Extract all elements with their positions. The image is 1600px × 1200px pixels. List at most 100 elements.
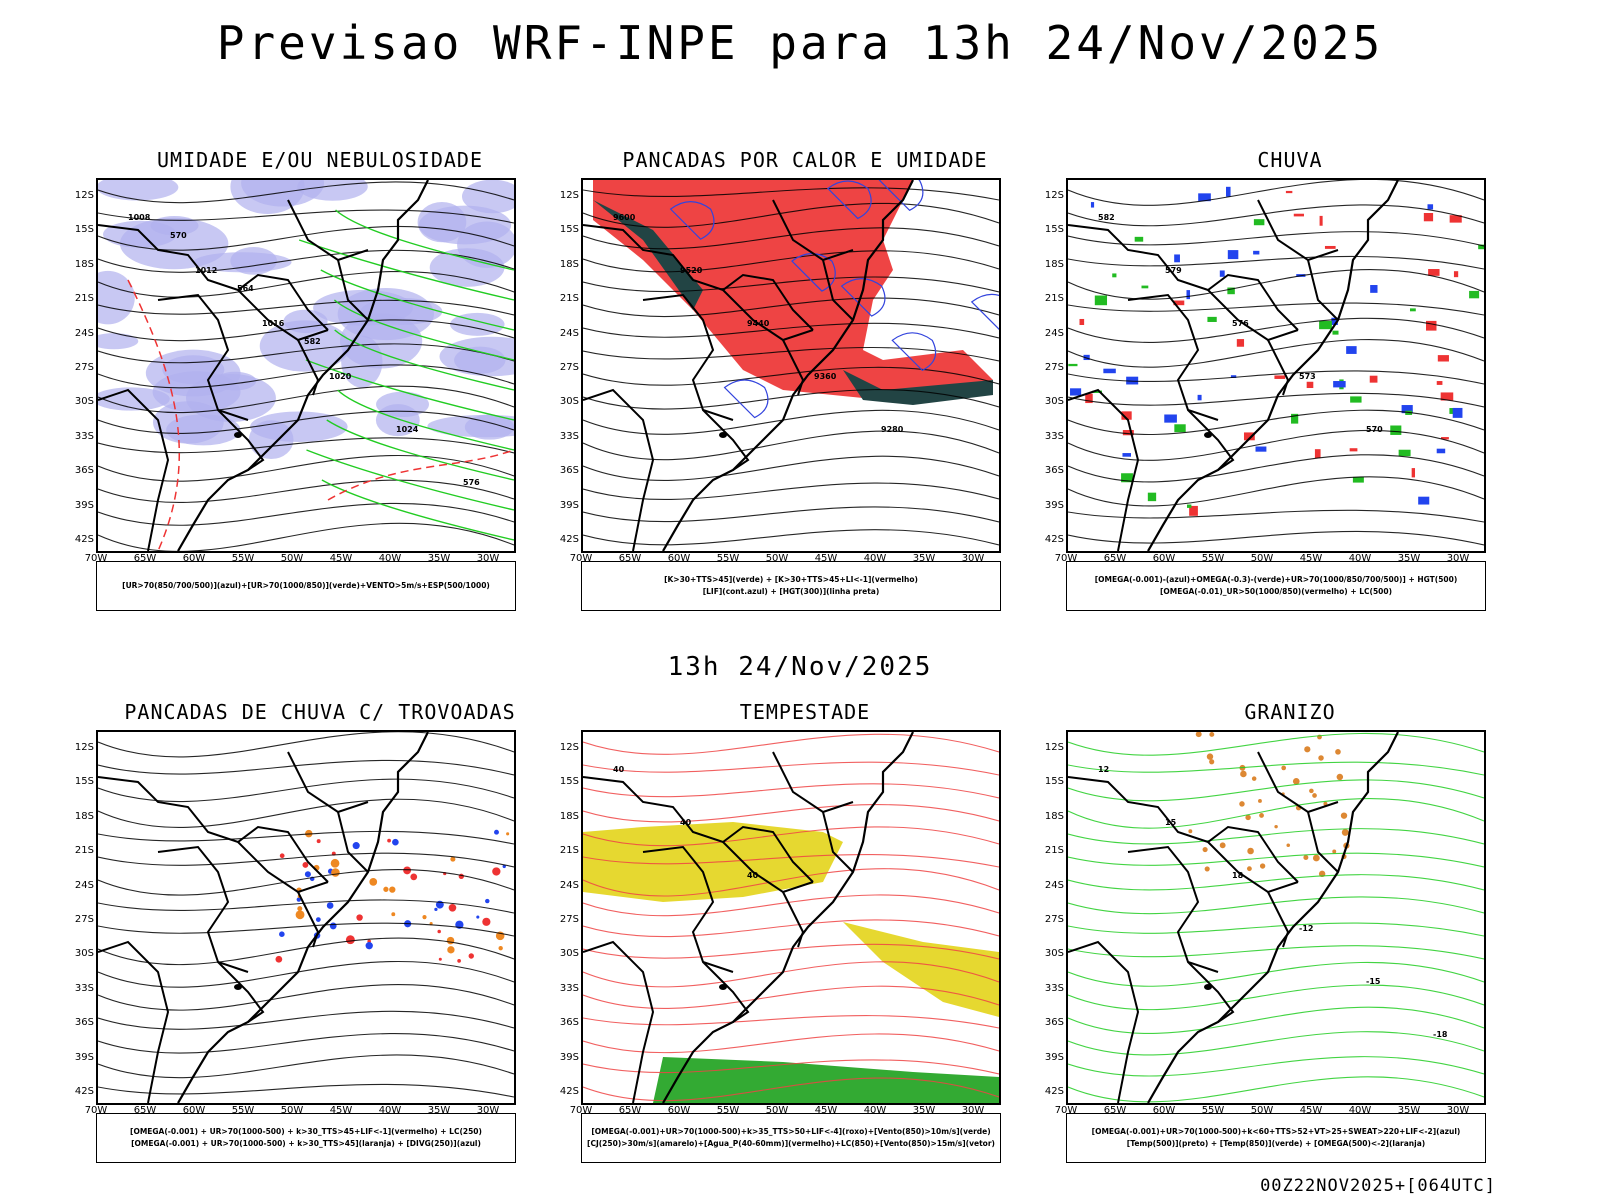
lon-tick-label: 45W [329,553,353,564]
lon-tick-label: 45W [814,553,838,564]
lat-tick-label: 15S [559,776,579,788]
lat-tick-label: 42S [1044,534,1064,545]
lon-tick-label: 40W [1348,1105,1372,1116]
lat-tick-label: 24S [1044,327,1064,339]
legend-line: [OMEGA(-0.001)-(azul)+OMEGA(-0.3)-(verde… [1094,575,1458,584]
lon-tick-label: 30W [961,1105,985,1116]
contour-label: 576 [463,478,480,487]
lat-tick-label: 27S [1044,362,1064,373]
lon-tick-label: 55W [231,1105,255,1116]
contour-label: 582 [304,337,321,346]
lon-tick-label: 55W [716,553,740,564]
lat-tick-label: 24S [559,879,579,891]
run-stamp: 00Z22NOV2025+[064UTC] [1260,1176,1496,1196]
lon-tick-label: 30W [961,553,985,564]
contour-label: 1008 [128,213,151,222]
lon-tick-label: 60W [667,1105,691,1116]
main-title: Previsao WRF-INPE para 13h 24/Nov/2025 [216,16,1384,70]
legend-box: [OMEGA(-0.001) + UR>70(1000-500) + k>30_… [96,1113,516,1163]
lat-tick-label: 30S [1044,948,1064,960]
lon-tick-label: 65W [618,1105,642,1116]
lat-tick-label: 15S [74,224,94,236]
lon-tick-label: 70W [84,553,108,564]
lat-tick-label: 24S [74,327,94,339]
contour-label: 9440 [747,319,770,328]
mid-date: 13h 24/Nov/2025 [667,652,933,682]
lon-tick-label: 35W [912,1105,936,1116]
map-frame: 12 15 18 -12 -15 -18 [1066,730,1486,1105]
lon-tick-label: 50W [1250,553,1274,564]
lat-tick-label: 18S [74,258,94,270]
legend-box: [OMEGA(-0.001)+UR>70(1000-500)+k<60+TTS>… [1066,1113,1486,1163]
lon-tick-label: 40W [378,1105,402,1116]
lat-tick-label: 27S [74,362,94,373]
lat-tick-label: 36S [1044,465,1064,477]
lat-tick-label: 12S [1044,190,1064,201]
lon-tick-label: 60W [1152,1105,1176,1116]
lon-tick-label: 40W [378,553,402,564]
lat-tick-label: 33S [74,982,94,994]
lat-tick-label: 33S [559,982,579,994]
legend-box: [OMEGA(-0.001)-(azul)+OMEGA(-0.3)-(verde… [1066,561,1486,611]
contour-label: 576 [1232,319,1249,328]
lon-tick-label: 45W [814,1105,838,1116]
lon-tick-label: 35W [912,553,936,564]
legend-line: [K>30+TTS>45](verde) + [K>30+TTS>45+LI<-… [664,575,918,584]
legend-line: [OMEGA(-0.001) + UR>70(1000-500) + k>30_… [131,1139,481,1148]
lat-tick-label: 30S [559,948,579,960]
lat-tick-label: 15S [559,224,579,236]
lat-tick-label: 21S [1044,293,1064,305]
map-frame: 1008 1012 1016 1020 1024 576 570 564 582 [96,178,516,553]
lon-tick-label: 55W [231,553,255,564]
lon-tick-label: 60W [667,553,691,564]
lon-tick-label: 50W [1250,1105,1274,1116]
panel-umidade: UMIDADE E/OU NEBULOSIDADE 1008 1012 1016 10… [70,148,570,628]
lat-tick-label: 12S [74,190,94,201]
map-svg [98,732,514,1103]
panel-title: PANCADAS DE CHUVA C/ TROVOADAS [124,700,516,724]
contour-label: 9520 [680,266,703,275]
lat-tick-label: 18S [559,258,579,270]
contour-label: 18 [1232,871,1244,880]
panel-tempestade: TEMPESTADE 40 40 40 [OMEGA(-0.001)+UR>70(1… [555,700,1055,1180]
legend-line: [CJ(250)>30m/s](amarelo)+[Agua_P(40-60mm… [587,1139,995,1148]
lat-tick-label: 15S [1044,224,1064,236]
lat-tick-label: 30S [74,396,94,408]
lat-tick-label: 30S [1044,396,1064,408]
contour-label: 9600 [613,213,636,222]
legend-box: [UR>70(850/700/500)](azul)+[UR>70(1000/8… [96,561,516,611]
lat-tick-label: 42S [1044,1086,1064,1097]
legend-line: [OMEGA(-0.001)+UR>70(1000-500)+k>35_TTS>… [591,1127,991,1136]
panel-trovoadas: PANCADAS DE CHUVA C/ TROVOADAS [OMEGA(-0… [70,700,570,1180]
lat-tick-label: 18S [1044,810,1064,822]
lon-tick-label: 35W [427,553,451,564]
panel-pancadas-calor: PANCADAS POR CALOR E UMIDADE 9600 9520 944… [555,148,1055,628]
lat-tick-label: 21S [559,845,579,857]
contour-label: 564 [237,284,254,293]
lon-tick-label: 50W [765,553,789,564]
lat-tick-label: 39S [559,1051,579,1063]
lon-tick-label: 60W [182,553,206,564]
lat-tick-label: 27S [559,362,579,373]
lat-tick-label: 21S [1044,845,1064,857]
panel-title: GRANIZO [1244,700,1336,724]
panel-title: CHUVA [1257,148,1323,172]
lat-tick-label: 30S [559,396,579,408]
contour-label: -18 [1433,1030,1448,1039]
legend-line: [Temp(500)](preto) + [Temp(850)](verde) … [1126,1139,1426,1148]
contour-label: 570 [1366,425,1383,434]
map-svg: 1008 1012 1016 1020 1024 576 570 564 582 [98,180,514,551]
lat-tick-label: 42S [74,1086,94,1097]
lat-tick-label: 18S [74,810,94,822]
lon-tick-label: 65W [618,553,642,564]
lat-tick-label: 30S [74,948,94,960]
lon-tick-label: 30W [476,553,500,564]
lat-tick-label: 36S [74,1017,94,1029]
lat-tick-label: 21S [559,293,579,305]
lon-tick-label: 65W [133,553,157,564]
lat-tick-label: 27S [559,914,579,925]
lon-tick-label: 70W [1054,1105,1078,1116]
lon-tick-label: 40W [863,553,887,564]
contour-label: 582 [1098,213,1115,222]
contour-label: 40 [747,871,759,880]
